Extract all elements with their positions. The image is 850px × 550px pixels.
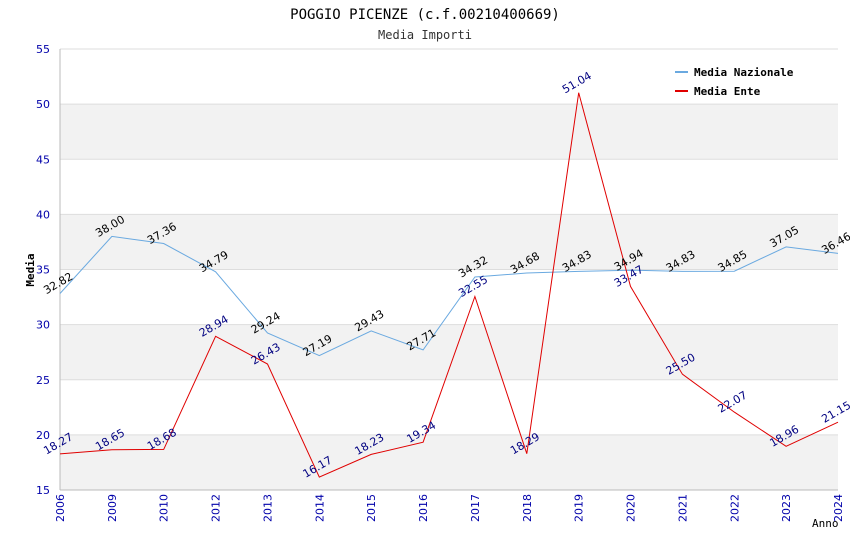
x-tick-label: 2006 <box>54 494 67 522</box>
x-tick-label: 2020 <box>625 494 638 522</box>
plot-band <box>60 269 838 325</box>
y-tick-label: 25 <box>36 374 50 387</box>
axes <box>59 49 838 491</box>
chart-subtitle: Media Importi <box>378 28 472 42</box>
x-axis-ticks: 2006 2009 2010 2012 2013 2014 2015 2016 2017 2018… <box>54 494 845 522</box>
series-line-0 <box>59 235 839 357</box>
x-tick-label: 2023 <box>780 494 793 522</box>
plot-background <box>60 49 838 490</box>
x-tick-label: 2014 <box>313 494 326 522</box>
y-tick-label: 20 <box>36 429 50 442</box>
plot-band <box>60 434 838 490</box>
legend-box <box>669 60 809 102</box>
x-tick-label: 2017 <box>469 494 482 522</box>
chart-title: POGGIO PICENZE (c.f.00210400669) <box>290 7 560 23</box>
y-tick-label: 15 <box>36 484 50 497</box>
series-lines <box>59 92 839 478</box>
legend: Media Nazionale Media Ente <box>669 60 809 102</box>
x-tick-label: 2015 <box>365 494 378 522</box>
plot-band <box>60 214 838 270</box>
y-tick-label: 40 <box>36 208 50 221</box>
x-tick-label: 2009 <box>106 494 119 522</box>
plot-band <box>60 104 838 160</box>
y-axis-label: Media <box>24 253 37 286</box>
plot-band <box>60 324 838 380</box>
y-tick-label: 45 <box>36 153 50 166</box>
y-axis-ticks: 15 20 25 30 35 40 45 50 55 <box>36 43 50 497</box>
x-tick-label: 2012 <box>210 494 223 522</box>
plot-band <box>60 379 838 435</box>
series-line-1 <box>59 92 839 478</box>
legend-label-1: Media Ente <box>694 85 761 98</box>
x-tick-label: 2018 <box>521 494 534 522</box>
x-tick-label: 2016 <box>417 494 430 522</box>
y-tick-label: 55 <box>36 43 50 56</box>
y-tick-label: 50 <box>36 98 50 111</box>
legend-label-0: Media Nazionale <box>694 66 794 79</box>
plot-band <box>60 159 838 215</box>
x-tick-label: 2019 <box>573 494 586 522</box>
x-axis-label: Anno <box>812 517 839 530</box>
x-tick-label: 2022 <box>728 494 741 522</box>
y-tick-label: 30 <box>36 319 50 332</box>
y-tick-label: 35 <box>36 264 50 277</box>
x-tick-label: 2021 <box>676 494 689 522</box>
x-tick-label: 2010 <box>158 494 171 522</box>
x-tick-label: 2024 <box>832 494 845 522</box>
x-tick-label: 2013 <box>261 494 274 522</box>
